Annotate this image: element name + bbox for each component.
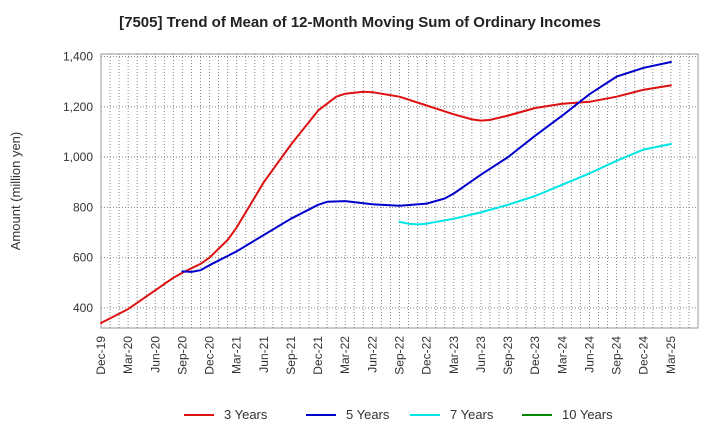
- legend-label-1: 3 Years: [224, 407, 268, 422]
- y-tick-label: 600: [73, 251, 93, 265]
- x-tick-label: Jun-23: [474, 336, 488, 373]
- legend-label-3: 7 Years: [450, 407, 494, 422]
- x-tick-label: Sep-23: [501, 336, 515, 375]
- y-axis: 400 600 800 1,000 1,200 1,400: [63, 50, 93, 315]
- x-tick-label: Jun-20: [148, 336, 162, 373]
- y-tick-label: 800: [73, 200, 93, 214]
- x-axis: Dec-19 Mar-20 Jun-20 Sep-20 Dec-20 Mar-21 Jun-…: [94, 336, 678, 375]
- x-tick-label: Dec-22: [420, 336, 434, 375]
- x-tick-label: Dec-19: [94, 336, 108, 375]
- x-tick-label: Dec-23: [528, 336, 542, 375]
- x-tick-label: Sep-24: [610, 336, 624, 375]
- y-tick-label: 1,200: [63, 100, 93, 114]
- x-tick-label: Sep-21: [284, 336, 298, 375]
- x-tick-label: Dec-21: [311, 336, 325, 375]
- plot-frame: [100, 53, 699, 329]
- legend-label-2: 5 Years: [346, 407, 390, 422]
- x-tick-label: Jun-21: [257, 336, 271, 373]
- chart-title: [7505] Trend of Mean of 12-Month Moving …: [119, 14, 601, 31]
- x-tick-label: Mar-24: [555, 336, 569, 374]
- y-tick-label: 1,400: [63, 50, 93, 64]
- grid: [101, 54, 698, 328]
- legend-label-4: 10 Years: [562, 407, 613, 422]
- x-tick-label: Dec-20: [203, 336, 217, 375]
- x-tick-label: Jun-22: [365, 336, 379, 373]
- series-line-3: [398, 143, 672, 226]
- y-tick-label: 400: [73, 301, 93, 315]
- x-tick-label: Mar-20: [121, 336, 135, 374]
- x-tick-label: Dec-24: [637, 336, 651, 375]
- series-lines: [100, 61, 672, 324]
- y-axis-title: Amount (million yen): [8, 132, 23, 251]
- x-tick-label: Sep-20: [175, 336, 189, 375]
- x-tick-label: Mar-21: [230, 336, 244, 374]
- y-tick-label: 1,000: [63, 150, 93, 164]
- x-tick-label: Mar-23: [447, 336, 461, 374]
- x-tick-label: Sep-22: [393, 336, 407, 375]
- series-line-1: [100, 84, 672, 324]
- series-line-2: [181, 61, 672, 273]
- x-tick-label: Jun-24: [582, 336, 596, 373]
- legend: 3 Years 5 Years 7 Years 10 Years: [184, 407, 613, 422]
- x-tick-label: Mar-22: [338, 336, 352, 374]
- x-tick-label: Mar-25: [664, 336, 678, 374]
